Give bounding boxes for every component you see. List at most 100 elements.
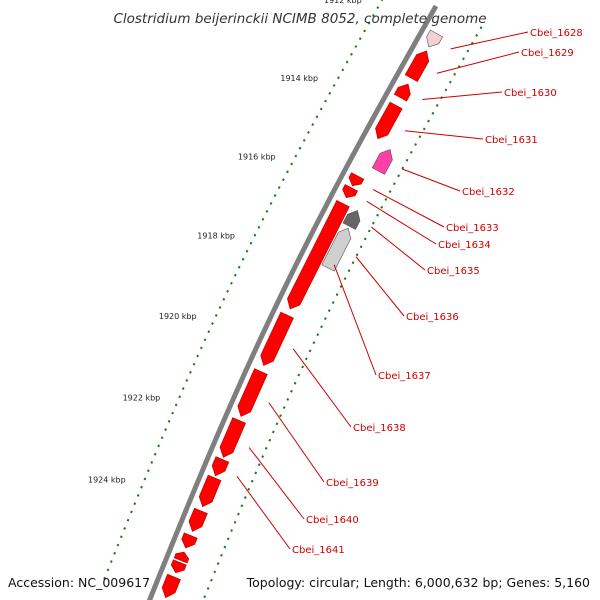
scale-tick-right [293,381,297,385]
gene-arrow[interactable] [321,227,352,272]
scale-tick-left [281,178,285,182]
scale-tick-left [315,115,319,119]
scale-tick-left [160,436,164,440]
scale-tick-right [282,406,286,409]
scale-tick-left [294,154,298,158]
gene-arrow[interactable] [342,184,359,198]
scale-tick-left [153,452,157,456]
gene-label[interactable]: Cbei_1634 [438,240,491,251]
scale-label: 1916 kbp [238,152,276,161]
scale-tick-left [130,510,133,514]
gene-label[interactable]: Cbei_1631 [485,135,538,146]
gene-label[interactable]: Cbei_1629 [521,48,574,59]
scale-tick-left [113,551,117,555]
label-leader-line [366,200,437,245]
scale-label: 1920 kbp [159,312,197,321]
scale-tick-left [311,123,315,127]
gene-label[interactable]: Cbei_1637 [378,371,431,382]
scale-tick-right [254,471,258,475]
scale-tick-left [371,13,375,17]
scale-tick-left [241,257,245,261]
scale-tick-right [422,127,426,131]
gene-arrow[interactable] [161,573,181,599]
scale-tick-left [358,37,362,41]
scale-tick-right [216,562,220,566]
accession-text: Accession: NC_009617 [8,575,150,590]
gene-arrow[interactable] [173,551,190,564]
gene-arrow[interactable] [426,29,444,48]
gene-arrow[interactable] [393,83,411,102]
gene-track [161,29,444,599]
scale-tick-left [109,560,113,564]
scale-tick-left [196,354,200,358]
gene-label[interactable]: Cbei_1640 [306,515,359,526]
scale-tick-right [435,104,439,107]
scale-tick-right [275,422,279,426]
scale-tick-left [233,273,237,277]
gene-arrow[interactable] [219,417,246,458]
scale-tick-left [150,461,154,464]
scale-tick-left [189,370,192,374]
gene-label[interactable]: Cbei_1630 [504,88,557,99]
gene-arrow[interactable] [348,172,365,187]
gene-arrow[interactable] [181,532,198,549]
scale-tick-left [269,202,273,205]
gene-arrow[interactable] [211,456,230,477]
scale-tick-left [265,209,269,213]
scale-tick-right [431,111,435,115]
scale-tick-right [343,277,347,281]
label-leader-line [404,130,484,140]
scale-label: 1912 kbp [324,0,362,5]
scale-tick-right [257,463,261,467]
gene-label[interactable]: Cbei_1632 [462,187,515,198]
gene-arrow[interactable] [170,559,187,574]
gene-label[interactable]: Cbei_1628 [530,28,583,39]
gene-arrow[interactable] [371,149,393,175]
scale-tick-right [206,587,210,590]
scale-tick-right [466,49,470,53]
gene-label[interactable]: Cbei_1633 [446,223,499,234]
scale-tick-left [222,297,226,301]
scale-tick-left [376,6,380,10]
gene-arrow[interactable] [342,210,361,230]
scale-tick-left [257,225,261,229]
scale-tick-left [337,76,340,80]
scale-tick-left [211,322,214,325]
genome-backbone [146,4,439,600]
gene-label[interactable]: Cbei_1639 [326,478,379,489]
scale-tick-left [298,146,302,150]
scale-tick-right [316,333,320,337]
scale-tick-left [332,84,336,87]
label-leader-line [436,51,520,74]
gene-arrow[interactable] [260,311,294,366]
gene-label[interactable]: Cbei_1636 [406,312,459,323]
gene-label[interactable]: Cbei_1641 [292,545,345,556]
scale-tick-right [355,253,359,257]
gene-arrow[interactable] [198,474,222,508]
scale-tick-left [174,403,178,407]
scale-tick-right [279,414,282,418]
gene-arrow[interactable] [287,199,350,310]
gene-arrow[interactable] [188,507,208,532]
scale-tick-right [462,57,465,61]
scale-tick-right [376,213,379,217]
scale-tick-left [103,576,106,580]
gene-arrow[interactable] [237,368,268,417]
scale-tick-left [237,265,241,269]
scale-tick-left [354,45,358,48]
gene-label[interactable]: Cbei_1638 [353,423,406,434]
scale-tick-right [250,479,254,483]
scale-tick-right [444,88,448,92]
gene-label[interactable]: Cbei_1635 [427,266,480,277]
gene-arrow[interactable] [375,101,403,140]
scale-tick-left [140,485,143,489]
scale-tick-left [136,493,140,497]
scale-tick-right [264,446,268,450]
scale-tick-left [133,502,137,506]
scale-tick-right [230,529,234,532]
scale-tick-right [220,553,223,557]
topology-text: Topology: circular; Length: 6,000,632 bp… [246,575,590,590]
gene-arrow[interactable] [404,50,430,83]
scale-tick-right [479,26,483,30]
